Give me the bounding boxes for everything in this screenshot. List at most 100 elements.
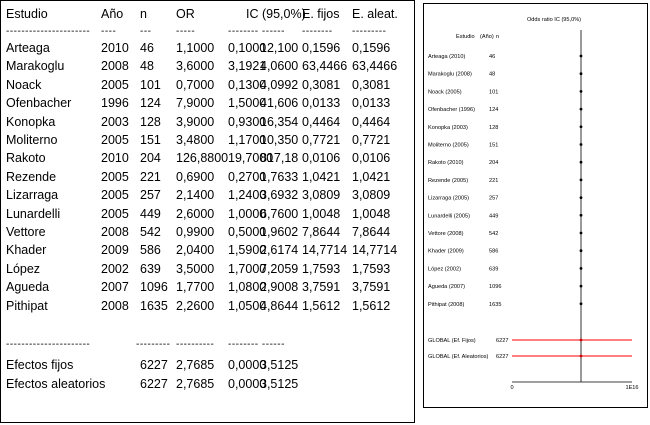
study-year: 2010	[101, 41, 129, 55]
forest-study-label: Arteaga (2010)	[428, 54, 465, 60]
study-point-marker	[579, 54, 583, 58]
study-year: 2005	[101, 206, 129, 221]
x-axis-min-label: 0	[510, 385, 513, 391]
forest-study-label: Agueda (2007)	[428, 284, 465, 290]
col-header-estudio: Estudio	[456, 34, 475, 40]
study-or: 2,2600	[176, 298, 215, 313]
study-e-fijos: 1,0421	[302, 169, 341, 184]
summary-separator: -------- ------	[228, 339, 285, 350]
header-separator: ----	[101, 26, 117, 37]
study-or: 1,7700	[176, 280, 215, 295]
study-name: Rakoto	[6, 151, 46, 166]
study-ci-high: 7,2059	[260, 261, 299, 276]
forest-study-label: Moliterno (2005)	[428, 143, 469, 149]
study-point-marker	[579, 160, 583, 164]
summary-or: 2,7685	[176, 377, 215, 391]
study-ci-low: 19,7000	[228, 151, 274, 166]
study-ci-low: 0,1300	[228, 77, 267, 92]
study-name: Noack	[6, 77, 42, 92]
study-year: 2010	[101, 151, 129, 166]
summary-ci-high: 3,5125	[260, 377, 299, 391]
meta-analysis-table: Estudio Año n OR IC (95,0%) E. fijos E. aleat.…	[0, 0, 415, 423]
forest-study-n: 257	[489, 196, 498, 202]
forest-study-label: Lizarraga (2005)	[428, 196, 469, 202]
study-e-aleat: 63,4466	[352, 59, 398, 74]
study-ci-high: 16,354	[260, 114, 299, 129]
study-or: 126,8800	[176, 151, 229, 166]
study-year: 2007	[101, 280, 129, 295]
study-year: 2003	[101, 114, 129, 129]
header-n: n	[140, 7, 147, 21]
study-e-aleat: 0,1596	[352, 41, 391, 55]
study-ci-high: 2,6174	[260, 243, 299, 258]
study-e-fijos: 14,7714	[302, 243, 348, 258]
forest-global-label: GLOBAL (Ef. Aleatorios)	[428, 354, 489, 360]
forest-study-label: López (2002)	[428, 266, 461, 272]
study-n: 257	[140, 188, 161, 203]
study-e-fijos: 7,8644	[302, 225, 341, 239]
study-ci-low: 0,5000	[228, 225, 267, 239]
study-or: 3,4800	[176, 133, 215, 147]
forest-study-n: 124	[489, 107, 498, 113]
study-ci-low: 1,0500	[228, 298, 267, 313]
study-name: Agueda	[6, 280, 50, 295]
study-point-marker	[579, 213, 583, 217]
study-or: 7,9000	[176, 96, 215, 111]
study-or: 2,1400	[176, 188, 215, 203]
study-n: 151	[140, 133, 161, 147]
study-name: Marakoglu	[6, 59, 65, 74]
summary-label: Efectos fijos	[6, 358, 74, 372]
study-e-aleat: 0,4464	[352, 114, 391, 129]
forest-study-label: Noack (2005)	[428, 89, 462, 95]
forest-study-n: 46	[489, 54, 495, 60]
forest-study-n: 639	[489, 266, 498, 272]
forest-study-label: Marakoglu (2008)	[428, 72, 472, 78]
study-e-fijos: 1,7593	[302, 261, 341, 276]
study-e-aleat: 3,0809	[352, 188, 391, 203]
study-n: 586	[140, 243, 161, 258]
study-year: 2008	[101, 225, 129, 239]
study-ci-low: 0,9300	[228, 114, 267, 129]
study-year: 2002	[101, 261, 129, 276]
header-estudio: Estudio	[6, 7, 48, 21]
study-point-marker	[579, 143, 583, 146]
study-e-fijos: 0,4464	[302, 114, 341, 129]
study-e-aleat: 1,7593	[352, 261, 391, 276]
forest-study-n: 542	[489, 231, 498, 237]
global-point-marker	[579, 354, 583, 358]
study-name: Pithipat	[6, 298, 48, 313]
summary-n: 6227	[140, 377, 168, 391]
summary-separator: ---------	[136, 339, 171, 350]
study-point-marker	[579, 267, 583, 270]
forest-study-label: Konopka (2003)	[428, 125, 468, 131]
study-e-aleat: 7,8644	[352, 225, 391, 239]
study-or: 2,6000	[176, 206, 215, 221]
forest-study-label: Rezende (2005)	[428, 178, 468, 184]
study-ci-high: 1,9602	[260, 225, 299, 239]
forest-study-n: 586	[489, 249, 498, 255]
forest-study-label: Rakoto (2010)	[428, 160, 464, 166]
study-ci-low: 1,1700	[228, 133, 267, 147]
study-e-fijos: 0,7721	[302, 133, 341, 147]
study-n: 1635	[140, 298, 168, 313]
header-separator: ---	[140, 26, 152, 37]
study-e-fijos: 0,1596	[302, 41, 341, 55]
header-separator: --------	[302, 26, 333, 37]
study-ci-high: 817,18	[260, 151, 299, 166]
study-name: Moliterno	[6, 133, 58, 147]
study-point-marker	[579, 196, 583, 200]
study-e-aleat: 14,7714	[352, 243, 398, 258]
study-e-aleat: 0,0106	[352, 151, 391, 166]
header-separator: -----	[176, 26, 196, 37]
study-n: 542	[140, 225, 161, 239]
study-n: 124	[140, 96, 161, 111]
study-ci-high: 4,0992	[260, 77, 299, 92]
study-n: 221	[140, 169, 161, 184]
study-year: 1996	[101, 96, 129, 111]
summary-separator: ----------	[176, 339, 215, 350]
forest-plot: Odds ratio IC (95,0%) Estudio (Año) n Arteag…	[428, 17, 639, 391]
study-point-marker	[579, 107, 583, 111]
forest-study-label: Ofenbacher (1996)	[428, 107, 475, 113]
forest-study-label: Khader (2009)	[428, 249, 464, 255]
plot-title: Odds ratio IC (95,0%)	[527, 17, 581, 23]
